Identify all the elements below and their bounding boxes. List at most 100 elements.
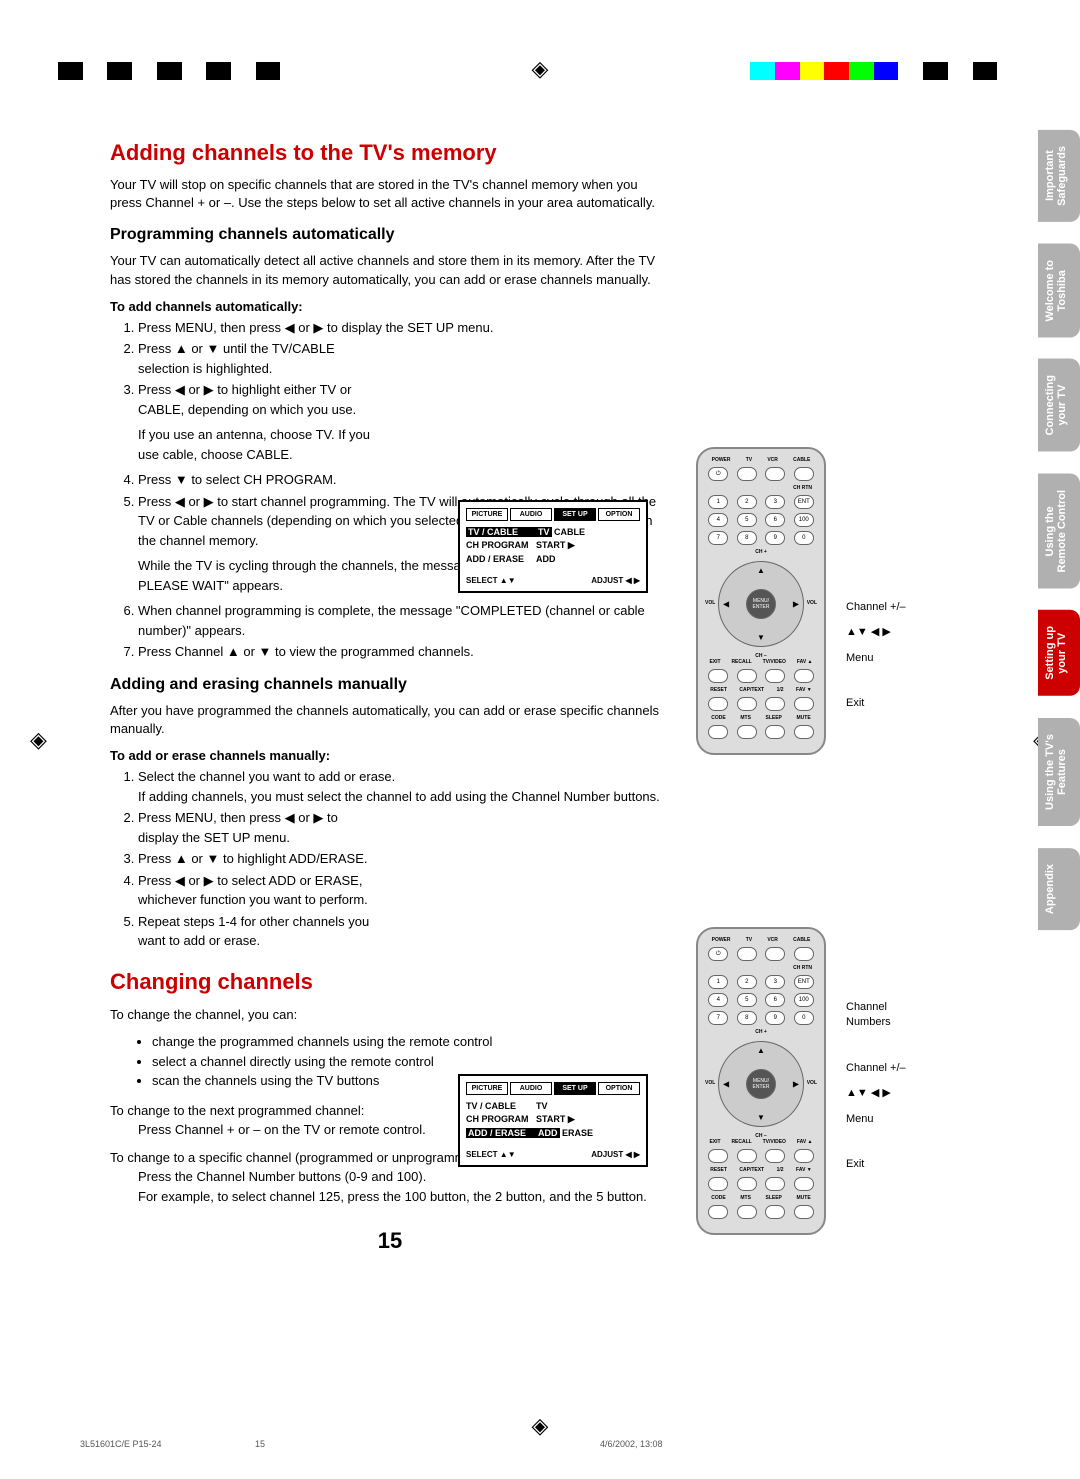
heading-changing-channels: Changing channels [110, 969, 670, 995]
recall-button[interactable] [737, 1149, 757, 1163]
callout-channel-numbers: Channel Numbers [846, 1000, 906, 1031]
intro-paragraph-a: Your TV will stop on specific channels t… [110, 176, 670, 212]
section-tabs: Important Safeguards Welcome to Toshiba … [1038, 130, 1080, 930]
bullet-item: select a channel directly using the remo… [152, 1052, 670, 1072]
power-button[interactable]: ⏻ [708, 947, 728, 961]
cable-button[interactable] [794, 467, 814, 481]
intro-paragraph-b: Your TV can automatically detect all act… [110, 252, 670, 288]
num-8-button[interactable]: 8 [737, 531, 757, 545]
mute-button[interactable] [794, 1205, 814, 1219]
dpad[interactable]: VOL VOL ▲▼◀▶ MENU/ ENTER [718, 1041, 804, 1127]
exit-button[interactable] [708, 1149, 728, 1163]
tab-connecting: Connecting your TV [1038, 359, 1080, 452]
100-button[interactable]: 100 [794, 993, 814, 1007]
num-1-button[interactable]: 1 [708, 975, 728, 989]
num-5-button[interactable]: 5 [737, 513, 757, 527]
power-button[interactable]: ⏻ [708, 467, 728, 481]
heading-adding-channels: Adding channels to the TV's memory [110, 140, 670, 166]
registration-mark-left: ◈ [30, 727, 47, 753]
num-3-button[interactable]: 3 [765, 495, 785, 509]
num-9-button[interactable]: 9 [765, 1011, 785, 1025]
num-9-button[interactable]: 9 [765, 531, 785, 545]
callout-exit: Exit [846, 1157, 906, 1172]
callout-exit: Exit [846, 696, 906, 711]
osd-tab: PICTURE [466, 1082, 508, 1095]
osd-menu-2: PICTURE AUDIO SET UP OPTION TV / CABLETV… [458, 1074, 648, 1167]
num-0-button[interactable]: 0 [794, 531, 814, 545]
fav-up-button[interactable] [794, 669, 814, 683]
100-button[interactable]: 100 [794, 513, 814, 527]
num-6-button[interactable]: 6 [765, 993, 785, 1007]
menu-enter-button[interactable]: MENU/ ENTER [746, 1069, 776, 1099]
recall-button[interactable] [737, 669, 757, 683]
remote2-callouts: Channel Numbers Channel +/– ▲▼ ◀ ▶ Menu … [846, 990, 906, 1182]
num-2-button[interactable]: 2 [737, 975, 757, 989]
intro-paragraph-c: After you have programmed the channels a… [110, 702, 670, 738]
num-8-button[interactable]: 8 [737, 1011, 757, 1025]
tab-features: Using the TV's Features [1038, 718, 1080, 826]
sleep-button[interactable] [765, 1205, 785, 1219]
num-4-button[interactable]: 4 [708, 993, 728, 1007]
ent-button[interactable]: ENT [794, 495, 814, 509]
tvvideo-button[interactable] [765, 1149, 785, 1163]
ent-button[interactable]: ENT [794, 975, 814, 989]
step-item: Press Channel ▲ or ▼ to view the program… [138, 642, 670, 662]
cable-button[interactable] [794, 947, 814, 961]
num-7-button[interactable]: 7 [708, 1011, 728, 1025]
remote-control-2: POWERTVVCRCABLE ⏻ CH RTN 123ENT 456100 7… [696, 927, 826, 1235]
num-5-button[interactable]: 5 [737, 993, 757, 1007]
code-button[interactable] [708, 725, 728, 739]
code-button[interactable] [708, 1205, 728, 1219]
callout-channel: Channel +/– [846, 600, 906, 615]
remote1-callouts: Channel +/– ▲▼ ◀ ▶ Menu Exit [846, 590, 906, 722]
tab-setting-up: Setting up your TV [1038, 610, 1080, 696]
num-1-button[interactable]: 1 [708, 495, 728, 509]
tvvideo-button[interactable] [765, 669, 785, 683]
half-button[interactable] [765, 1177, 785, 1191]
mts-button[interactable] [737, 725, 757, 739]
num-0-button[interactable]: 0 [794, 1011, 814, 1025]
num-7-button[interactable]: 7 [708, 531, 728, 545]
step-item: Select the channel you want to add or er… [138, 767, 670, 806]
reset-button[interactable] [708, 1177, 728, 1191]
osd-tab: OPTION [598, 1082, 640, 1095]
captext-button[interactable] [737, 1177, 757, 1191]
captext-button[interactable] [737, 697, 757, 711]
mts-button[interactable] [737, 1205, 757, 1219]
callout-menu: Menu [846, 1112, 906, 1127]
tab-remote: Using the Remote Control [1038, 474, 1080, 589]
osd-tab-selected: SET UP [554, 1082, 596, 1095]
bullet-item: change the programmed channels using the… [152, 1032, 670, 1052]
fav-dn-button[interactable] [794, 1177, 814, 1191]
osd-menu-1: PICTURE AUDIO SET UP OPTION TV / CABLETV… [458, 500, 648, 593]
step-item: Press ▼ to select CH PROGRAM. [138, 470, 670, 490]
tab-appendix: Appendix [1038, 848, 1080, 930]
reset-button[interactable] [708, 697, 728, 711]
num-4-button[interactable]: 4 [708, 513, 728, 527]
num-6-button[interactable]: 6 [765, 513, 785, 527]
step-item: Press ▲ or ▼ until the TV/CABLE selectio… [138, 339, 378, 378]
exit-button[interactable] [708, 669, 728, 683]
num-2-button[interactable]: 2 [737, 495, 757, 509]
steps-auto: Press MENU, then press ◀ or ▶ to display… [110, 318, 670, 662]
vcr-button[interactable] [765, 947, 785, 961]
subhead-programming-auto: Programming channels automatically [110, 226, 670, 244]
sleep-button[interactable] [765, 725, 785, 739]
dpad[interactable]: VOL VOL ▲▼◀▶ MENU/ ENTER [718, 561, 804, 647]
half-button[interactable] [765, 697, 785, 711]
registration-mark-top: ◈ [532, 56, 549, 82]
callout-menu: Menu [846, 651, 906, 666]
fav-up-button[interactable] [794, 1149, 814, 1163]
footer-page: 15 [255, 1439, 265, 1449]
registration-mark-bottom: ◈ [532, 1413, 549, 1439]
tv-button[interactable] [737, 947, 757, 961]
step-item: Press ◀ or ▶ to highlight either TV or C… [138, 380, 378, 464]
num-3-button[interactable]: 3 [765, 975, 785, 989]
tv-button[interactable] [737, 467, 757, 481]
vcr-button[interactable] [765, 467, 785, 481]
fav-dn-button[interactable] [794, 697, 814, 711]
mute-button[interactable] [794, 725, 814, 739]
footer-doc-id: 3L51601C/E P15-24 [80, 1439, 162, 1449]
menu-enter-button[interactable]: MENU/ ENTER [746, 589, 776, 619]
step-item: Repeat steps 1-4 for other channels you … [138, 912, 378, 951]
